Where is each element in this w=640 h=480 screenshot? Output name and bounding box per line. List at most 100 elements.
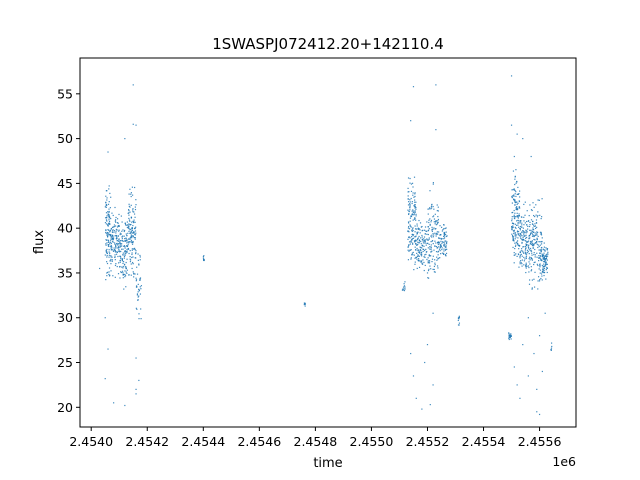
data-point bbox=[427, 262, 429, 264]
data-point bbox=[521, 238, 523, 240]
data-point bbox=[409, 182, 411, 184]
data-point bbox=[409, 201, 411, 203]
data-point bbox=[128, 214, 130, 216]
data-point bbox=[117, 235, 119, 237]
data-point bbox=[106, 275, 108, 277]
data-point bbox=[131, 253, 133, 256]
data-point bbox=[523, 231, 525, 233]
data-point bbox=[518, 244, 520, 247]
data-point bbox=[130, 216, 132, 218]
data-point bbox=[516, 203, 518, 206]
data-point bbox=[428, 243, 430, 245]
data-point bbox=[130, 239, 133, 242]
data-point bbox=[530, 232, 532, 234]
data-point bbox=[534, 223, 536, 225]
data-point bbox=[512, 189, 514, 191]
data-point bbox=[107, 213, 109, 215]
data-point bbox=[420, 251, 423, 253]
data-point bbox=[411, 201, 413, 203]
data-point bbox=[525, 257, 527, 260]
data-point bbox=[443, 235, 445, 238]
data-point bbox=[414, 261, 416, 263]
data-point bbox=[417, 237, 419, 239]
data-point bbox=[416, 233, 418, 235]
data-point bbox=[533, 244, 535, 246]
data-point bbox=[511, 233, 513, 235]
data-point bbox=[534, 248, 536, 251]
data-point bbox=[132, 224, 134, 227]
data-point bbox=[443, 248, 445, 250]
data-point bbox=[409, 204, 411, 206]
data-point bbox=[415, 249, 417, 251]
data-point bbox=[433, 215, 435, 217]
data-point bbox=[511, 220, 513, 222]
data-point bbox=[409, 205, 411, 207]
data-point bbox=[111, 248, 113, 251]
data-point bbox=[531, 252, 533, 254]
data-point bbox=[514, 232, 517, 234]
data-point bbox=[513, 240, 515, 242]
chart-title: 1SWASPJ072412.20+142110.4 bbox=[212, 35, 444, 53]
data-point bbox=[119, 251, 121, 253]
data-point bbox=[135, 226, 137, 228]
data-point bbox=[407, 191, 409, 193]
data-point bbox=[439, 225, 441, 227]
data-point bbox=[514, 223, 516, 225]
data-point bbox=[532, 245, 535, 247]
data-point bbox=[515, 242, 517, 244]
data-point bbox=[508, 334, 510, 337]
data-point bbox=[536, 243, 538, 245]
data-point bbox=[135, 250, 137, 252]
data-point bbox=[123, 229, 126, 232]
data-point bbox=[426, 230, 428, 232]
data-point bbox=[420, 261, 422, 263]
data-point bbox=[512, 238, 515, 240]
data-point bbox=[415, 208, 417, 210]
data-point bbox=[428, 228, 430, 230]
data-point bbox=[424, 226, 427, 228]
data-point-outlier bbox=[99, 267, 101, 270]
data-point bbox=[425, 248, 427, 250]
data-point bbox=[431, 260, 433, 263]
data-point bbox=[117, 225, 119, 227]
data-point bbox=[107, 245, 110, 247]
data-point bbox=[407, 236, 410, 238]
data-point bbox=[106, 248, 108, 251]
data-point bbox=[134, 247, 136, 249]
data-point bbox=[545, 263, 547, 265]
x-tick-label: 2.4550 bbox=[350, 434, 394, 449]
data-point bbox=[409, 225, 412, 227]
data-point bbox=[408, 231, 410, 233]
data-point bbox=[128, 274, 130, 276]
data-point bbox=[536, 233, 538, 235]
data-point bbox=[438, 242, 441, 244]
data-point-outlier bbox=[412, 375, 415, 377]
data-point bbox=[518, 233, 520, 235]
data-point bbox=[513, 232, 515, 235]
data-point bbox=[525, 262, 527, 264]
data-point bbox=[426, 258, 428, 261]
data-point bbox=[537, 244, 539, 246]
data-point bbox=[543, 242, 545, 244]
data-point bbox=[133, 272, 135, 274]
data-point-outlier bbox=[516, 384, 518, 386]
data-point bbox=[539, 214, 541, 216]
data-point bbox=[532, 229, 535, 231]
data-point bbox=[109, 243, 111, 245]
data-point bbox=[443, 224, 445, 226]
data-point bbox=[511, 227, 513, 229]
data-point bbox=[135, 252, 137, 254]
data-point bbox=[116, 226, 119, 228]
data-point bbox=[458, 318, 460, 320]
data-point bbox=[409, 237, 411, 239]
data-point bbox=[133, 236, 135, 239]
data-point bbox=[110, 263, 112, 265]
data-point bbox=[543, 246, 546, 248]
data-point bbox=[135, 279, 138, 281]
data-point bbox=[108, 210, 110, 213]
data-point bbox=[412, 237, 415, 239]
data-point bbox=[527, 241, 529, 243]
data-point bbox=[530, 249, 532, 251]
data-point bbox=[426, 233, 428, 235]
data-point bbox=[531, 258, 533, 260]
